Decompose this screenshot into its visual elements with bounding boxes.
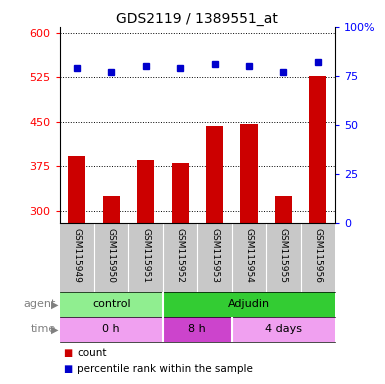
Bar	[163, 292, 335, 317]
Bar	[137, 161, 154, 384]
Bar	[309, 76, 326, 384]
Text: GSM115949: GSM115949	[72, 228, 81, 283]
Text: GSM115950: GSM115950	[107, 228, 116, 283]
Text: control: control	[92, 299, 131, 310]
Bar	[163, 317, 232, 342]
Text: ▶: ▶	[51, 324, 59, 334]
Bar	[240, 124, 258, 384]
Text: count: count	[77, 348, 107, 358]
Bar	[68, 156, 85, 384]
Text: percentile rank within the sample: percentile rank within the sample	[77, 364, 253, 374]
Text: Adjudin: Adjudin	[228, 299, 270, 310]
Bar	[60, 292, 163, 317]
Text: 0 h: 0 h	[102, 324, 120, 334]
Text: GSM115953: GSM115953	[210, 228, 219, 283]
Text: GSM115951: GSM115951	[141, 228, 150, 283]
Text: GSM115954: GSM115954	[244, 228, 253, 283]
Text: time: time	[30, 324, 56, 334]
Bar	[60, 317, 163, 342]
Text: GSM115956: GSM115956	[313, 228, 322, 283]
Text: GSM115952: GSM115952	[176, 228, 185, 283]
Bar	[103, 196, 120, 384]
Text: ■: ■	[64, 348, 73, 358]
Text: agent: agent	[23, 299, 56, 310]
Bar	[206, 126, 223, 384]
Text: 8 h: 8 h	[188, 324, 206, 334]
Text: 4 days: 4 days	[265, 324, 302, 334]
Title: GDS2119 / 1389551_at: GDS2119 / 1389551_at	[116, 12, 278, 26]
Text: GSM115955: GSM115955	[279, 228, 288, 283]
Bar	[232, 317, 335, 342]
Bar	[275, 196, 292, 384]
Text: ■: ■	[64, 364, 73, 374]
Text: ▶: ▶	[51, 299, 59, 310]
Bar	[171, 163, 189, 384]
